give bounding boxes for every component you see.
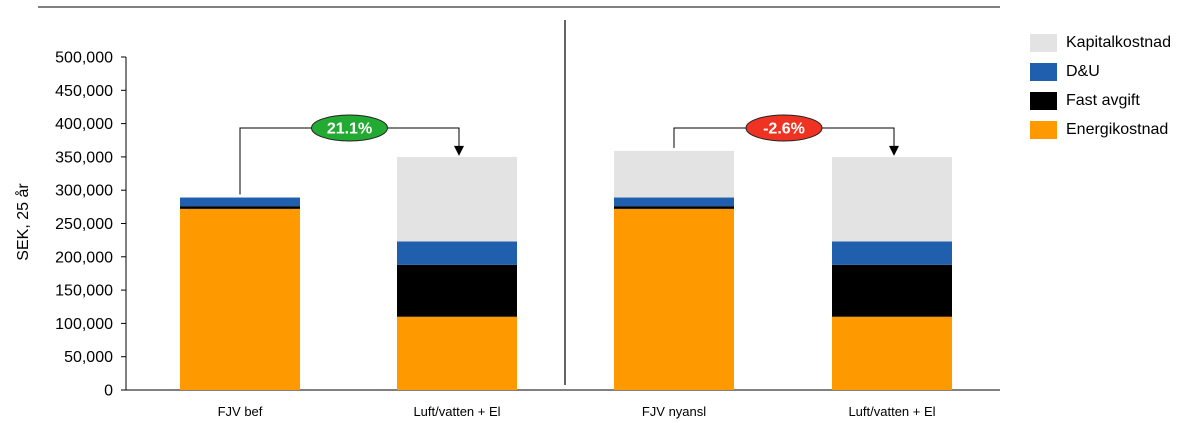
- bar-segment-fast-avgift: [180, 206, 300, 209]
- bar-segment-energikostnad: [397, 316, 517, 390]
- bar-segment-fast-avgift: [397, 264, 517, 317]
- bars: [180, 150, 952, 390]
- arrow-head-icon: [889, 145, 899, 156]
- legend-label: Energikostnad: [1066, 120, 1169, 138]
- comparison-annotations: 21.1% -2.6%: [239, 114, 899, 195]
- bar-segment-kapitalkostnad: [614, 150, 734, 198]
- bar-segment-fast-avgift: [614, 206, 734, 209]
- y-tick-label: 0: [104, 383, 113, 400]
- legend-item: Fast avgift: [1030, 86, 1171, 115]
- annotation-badge: [745, 114, 823, 142]
- bar-segment-fast-avgift: [832, 264, 952, 317]
- y-tick-label: 250,000: [55, 216, 113, 233]
- bar-segment-d-u: [832, 241, 952, 265]
- bar-segment-energikostnad: [614, 208, 734, 390]
- bar-segment-kapitalkostnad: [832, 156, 952, 242]
- legend: Kapitalkostnad D&U Fast avgift Energikostna…: [1030, 28, 1171, 144]
- legend-swatch: [1030, 62, 1057, 81]
- y-tick-label: 450,000: [55, 83, 113, 100]
- bar-segment-d-u: [180, 197, 300, 207]
- y-tick-label: 400,000: [55, 116, 113, 133]
- annotation-badge-text: -2.6%: [763, 121, 805, 138]
- stacked-bar-chart: SEK, 25 år 0 50,000 100,000 150,000 200,000 2…: [14, 6, 1000, 419]
- x-tick-label: FJV bef: [218, 404, 263, 419]
- y-tick-label: 100,000: [55, 316, 113, 333]
- arrow-head-icon: [454, 145, 464, 156]
- y-tick-label: 300,000: [55, 183, 113, 200]
- bar-segment-d-u: [614, 197, 734, 207]
- y-tick-label: 50,000: [64, 349, 113, 366]
- legend-swatch: [1030, 120, 1057, 139]
- legend-item: Energikostnad: [1030, 115, 1171, 144]
- legend-label: Kapitalkostnad: [1066, 33, 1171, 51]
- y-tick-label: 200,000: [55, 249, 113, 266]
- legend-item: Kapitalkostnad: [1030, 28, 1171, 57]
- bar-segment-d-u: [397, 241, 517, 265]
- annotation-badge-text: 21.1%: [327, 121, 372, 138]
- y-axis-label: SEK, 25 år: [14, 183, 32, 261]
- legend-label: Fast avgift: [1066, 91, 1140, 109]
- x-axis-labels: FJV bef Luft/vatten + El FJV nyansl Luft/va…: [218, 404, 936, 419]
- annotation-badge: [311, 114, 388, 142]
- y-tick-label: 150,000: [55, 283, 113, 300]
- legend-swatch: [1030, 91, 1057, 110]
- legend-label: D&U: [1066, 62, 1100, 80]
- y-tick-label: 500,000: [55, 50, 113, 67]
- legend-swatch: [1030, 33, 1057, 52]
- x-tick-label: Luft/vatten + El: [848, 404, 935, 419]
- y-axis: 0 50,000 100,000 150,000 200,000 250,000 300,0…: [55, 50, 1000, 400]
- legend-item: D&U: [1030, 57, 1171, 86]
- x-tick-label: Luft/vatten + El: [413, 404, 500, 419]
- bar-segment-kapitalkostnad: [397, 156, 517, 242]
- y-tick-label: 350,000: [55, 149, 113, 166]
- bar-segment-energikostnad: [832, 316, 952, 390]
- bar-segment-energikostnad: [180, 208, 300, 390]
- x-tick-label: FJV nyansl: [642, 404, 706, 419]
